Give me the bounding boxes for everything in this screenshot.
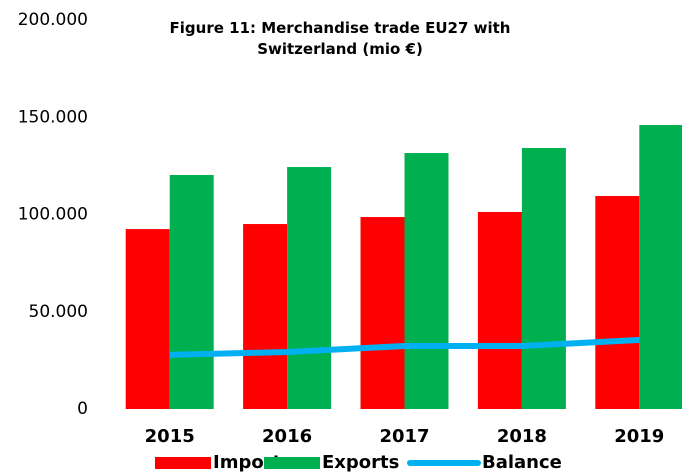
bar — [521, 147, 566, 409]
y-tick-label: 50.000 — [29, 302, 88, 322]
bar — [404, 153, 449, 409]
x-tick-label: 2017 — [379, 426, 429, 447]
y-tick-label: 150.000 — [18, 107, 88, 127]
y-tick-label: 0 — [77, 399, 88, 419]
bar — [287, 167, 332, 409]
bar — [477, 211, 522, 409]
y-tick-label: 200.000 — [18, 10, 88, 30]
legend-swatch — [264, 457, 320, 469]
legend-swatch — [155, 457, 211, 469]
chart-title: Figure 11: Merchandise trade EU27 with S… — [169, 19, 511, 58]
x-tick-label: 2018 — [497, 426, 547, 447]
bar — [639, 125, 682, 409]
bar — [169, 175, 214, 409]
bar — [243, 224, 288, 409]
bar — [125, 229, 170, 409]
x-tick-label: 2015 — [145, 426, 195, 447]
legend-label: Exports — [322, 452, 399, 473]
bar — [595, 196, 640, 409]
legend-label: Balance — [482, 452, 562, 473]
bar — [360, 217, 405, 409]
y-tick-label: 100.000 — [18, 205, 88, 225]
line — [169, 336, 640, 358]
x-tick-label: 2016 — [262, 426, 312, 447]
x-tick-label: 2019 — [614, 426, 664, 447]
